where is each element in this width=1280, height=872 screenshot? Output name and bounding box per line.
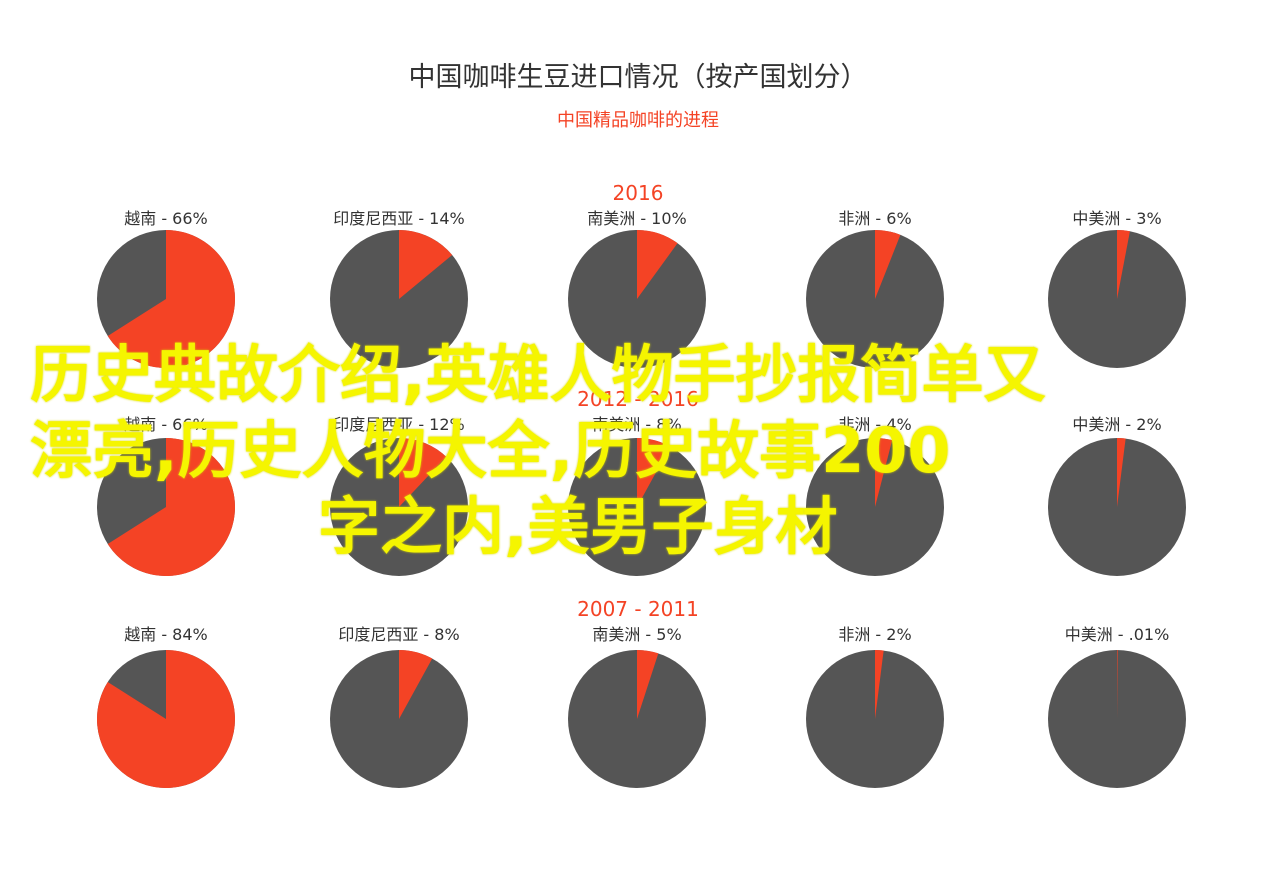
pie-label: 中美洲 - .01% — [1065, 625, 1170, 644]
period-label: 2007 - 2011 — [577, 597, 699, 621]
pie-slice — [1117, 437, 1126, 507]
pie-label: 南美洲 - 10% — [587, 209, 687, 228]
pie-slice — [1117, 230, 1130, 299]
pie-slice — [875, 650, 884, 719]
pie-label: 印度尼西亚 - 12% — [333, 415, 465, 434]
pie-slice — [399, 230, 453, 299]
period-label: 2016 — [613, 181, 664, 205]
pie-label: 非洲 - 6% — [838, 209, 911, 228]
pie-label: 南美洲 - 8% — [592, 415, 681, 434]
pie-label: 中美洲 - 3% — [1072, 209, 1161, 228]
pie-label: 非洲 - 4% — [838, 415, 911, 434]
pie-slice — [637, 650, 659, 719]
pie-label: 印度尼西亚 - 14% — [333, 209, 465, 228]
pie-slice — [399, 438, 447, 507]
pie-label: 中美洲 - 2% — [1072, 415, 1161, 434]
pie-slice — [1117, 649, 1118, 719]
pie-slice — [875, 230, 901, 299]
pie-slice — [637, 230, 678, 299]
pie-label: 越南 - 84% — [124, 625, 208, 644]
chart-subtitle: 中国精品咖啡的进程 — [557, 110, 719, 131]
pie-slice — [96, 650, 235, 788]
pie-label: 越南 - 66% — [124, 209, 208, 228]
pie-label: 越南 - 66% — [124, 415, 208, 434]
period-label: 2012 - 2016 — [577, 387, 699, 411]
pie-label: 印度尼西亚 - 8% — [338, 625, 459, 644]
pie-label: 南美洲 - 5% — [592, 625, 681, 644]
pie-slice — [107, 230, 235, 368]
pie-slice — [637, 438, 671, 507]
pie-label: 非洲 - 2% — [838, 625, 911, 644]
pie-slice — [107, 438, 235, 576]
pies-layer: 2016 越南 - 66% 印度尼西亚 - 14% 南美洲 - 10% 非洲 - 6% 中… — [96, 181, 1186, 788]
pie-slice — [399, 650, 433, 719]
pie-slice — [875, 438, 893, 507]
chart-title: 中国咖啡生豆进口情况（按产国划分） — [409, 62, 868, 93]
